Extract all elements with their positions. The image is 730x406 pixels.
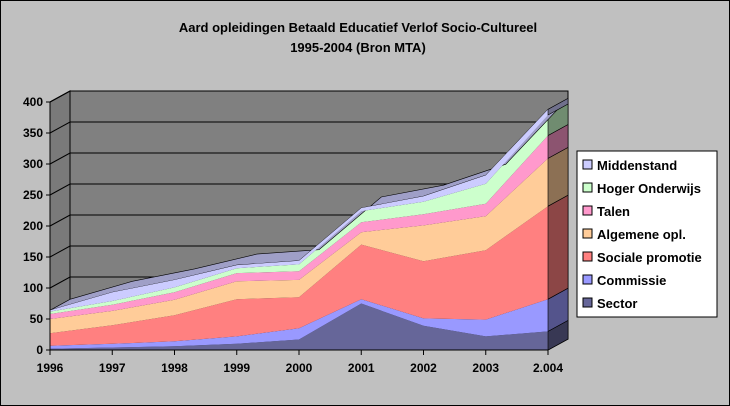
x-tick-label: 2002 [410, 361, 437, 375]
area-algemene-opl- [50, 158, 548, 334]
area-commissie [50, 299, 548, 349]
gridline [49, 183, 568, 196]
x-tick-label: 2003 [472, 361, 499, 375]
area-sector [50, 303, 548, 350]
x-tick-label: 2.004 [533, 361, 563, 375]
y-tick-label: 0 [36, 343, 43, 357]
y-tick-label: 250 [23, 188, 43, 202]
legend-label: Sector [597, 296, 637, 311]
area-sociale-promotie [50, 206, 548, 346]
legend: Middenstand Hoger Onderwijs Talen Algemene … [576, 150, 718, 318]
y-tick-label: 50 [30, 312, 44, 326]
chart-title: Aard opleidingen Betaald Educatief Verlo… [179, 20, 537, 35]
y-tick-label: 300 [23, 157, 43, 171]
y-axis-tick-labels: 0 50 100 150 200 250 300 350 400 [23, 95, 43, 357]
chart-subtitle: 1995-2004 (Bron MTA) [290, 40, 426, 55]
gridline [49, 121, 568, 134]
legend-swatch [582, 228, 593, 239]
legend-swatch [582, 274, 593, 285]
x-tick-label: 1996 [37, 361, 64, 375]
x-tick-label: 2000 [286, 361, 313, 375]
y-tick-label: 350 [23, 126, 43, 140]
legend-swatch [582, 251, 593, 262]
gridline [49, 152, 568, 165]
area-series-group [49, 97, 569, 351]
legend-swatch [582, 182, 593, 193]
area-end-middenstand [547, 97, 569, 116]
axes [46, 101, 549, 355]
legend-label: Algemene opl. [597, 227, 686, 242]
y-tick-label: 200 [23, 219, 43, 233]
legend-box [576, 150, 718, 318]
legend-label: Talen [597, 204, 630, 219]
y-tick-label: 150 [23, 250, 43, 264]
x-tick-label: 2001 [348, 361, 375, 375]
area-end-sociale-promotie [547, 194, 569, 300]
legend-swatch [582, 205, 593, 216]
x-tick-label: 1999 [223, 361, 250, 375]
legend-label: Sociale promotie [597, 250, 702, 265]
gridline [49, 90, 568, 103]
y-tick-label: 100 [23, 281, 43, 295]
legend-swatch [582, 159, 593, 170]
legend-label: Middenstand [597, 158, 677, 173]
x-tick-label: 1998 [161, 361, 188, 375]
y-tick-label: 400 [23, 95, 43, 109]
x-tick-label: 1997 [99, 361, 126, 375]
legend-label: Commissie [597, 273, 666, 288]
x-axis-tick-labels: 1996 1997 1998 1999 2000 2001 2002 2003 2.004 [37, 361, 564, 375]
legend-swatch [582, 297, 593, 308]
legend-label: Hoger Onderwijs [597, 181, 701, 196]
